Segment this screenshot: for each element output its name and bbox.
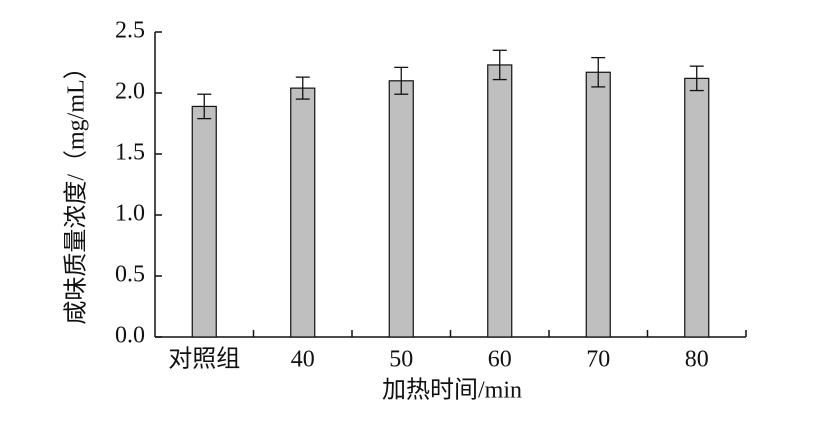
- x-axis-label: 加热时间/min: [382, 377, 522, 404]
- bar: [487, 64, 513, 338]
- x-tick-label: 40: [291, 347, 315, 373]
- error-bar: [394, 66, 409, 95]
- y-tick-label: 1.5: [115, 140, 145, 166]
- bar: [290, 87, 316, 338]
- x-tick-label: 80: [685, 347, 709, 373]
- bar: [684, 77, 710, 338]
- x-tick-label: 对照组: [168, 346, 240, 373]
- x-tick-label: 60: [488, 347, 512, 373]
- error-bar: [591, 56, 606, 88]
- error-bar: [295, 76, 310, 100]
- error-bar: [197, 93, 212, 120]
- x-tick-label: 70: [586, 347, 610, 373]
- bar: [585, 71, 611, 338]
- bar: [388, 80, 414, 338]
- x-tick-label: 50: [389, 347, 413, 373]
- y-tick-label: 1.0: [115, 201, 145, 227]
- y-tick-label: 2.0: [115, 79, 145, 105]
- y-axis-label: 咸味质量浓度/（mg/mL）: [63, 55, 90, 324]
- error-bar: [492, 49, 507, 81]
- y-tick-label: 0.0: [115, 323, 145, 349]
- error-bar: [689, 65, 704, 92]
- y-tick-label: 0.5: [115, 262, 145, 288]
- y-tick-label: 2.5: [115, 18, 145, 44]
- bar: [191, 105, 217, 338]
